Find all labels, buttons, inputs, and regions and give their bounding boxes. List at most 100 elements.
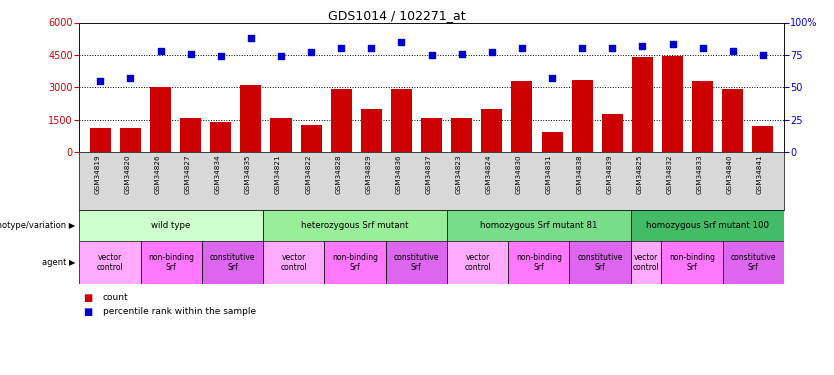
Point <box>636 43 649 49</box>
Bar <box>631 210 784 241</box>
Point <box>425 52 438 58</box>
Text: GSM34823: GSM34823 <box>455 154 462 194</box>
Bar <box>202 241 263 284</box>
Bar <box>541 132 563 152</box>
Point <box>726 48 740 54</box>
Text: GSM34832: GSM34832 <box>666 154 672 194</box>
Text: homozygous Srf mutant 100: homozygous Srf mutant 100 <box>646 221 769 230</box>
Point <box>123 75 137 81</box>
Bar <box>140 241 202 284</box>
Text: count: count <box>103 293 128 302</box>
Bar <box>361 109 382 152</box>
Point <box>184 51 198 57</box>
Bar <box>300 125 322 152</box>
Text: ■: ■ <box>83 307 93 317</box>
Text: GSM34836: GSM34836 <box>395 154 401 194</box>
Text: ■: ■ <box>83 293 93 303</box>
Text: non-binding
Srf: non-binding Srf <box>148 253 194 272</box>
Bar <box>331 89 352 152</box>
Bar <box>263 210 447 241</box>
Bar <box>79 210 263 241</box>
Bar <box>270 118 292 152</box>
Point <box>605 45 619 51</box>
Text: GSM34841: GSM34841 <box>757 154 763 194</box>
Bar <box>447 241 508 284</box>
Bar <box>508 241 570 284</box>
Bar <box>570 241 631 284</box>
Bar <box>481 109 502 152</box>
Text: heterozygous Srf mutant: heterozygous Srf mutant <box>301 221 409 230</box>
Point <box>545 75 559 81</box>
Bar <box>79 241 140 284</box>
Bar <box>180 118 201 152</box>
Text: homozygous Srf mutant 81: homozygous Srf mutant 81 <box>480 221 598 230</box>
Point <box>666 42 679 48</box>
Text: non-binding
Srf: non-binding Srf <box>332 253 378 272</box>
Text: constitutive
Srf: constitutive Srf <box>394 253 439 272</box>
Point <box>575 45 589 51</box>
Bar <box>722 89 743 152</box>
Bar <box>631 241 661 284</box>
Text: non-binding
Srf: non-binding Srf <box>516 253 562 272</box>
Text: non-binding
Srf: non-binding Srf <box>669 253 715 272</box>
Text: constitutive
Srf: constitutive Srf <box>209 253 255 272</box>
Bar <box>120 128 141 152</box>
Text: GSM34820: GSM34820 <box>124 154 130 194</box>
Text: GSM34837: GSM34837 <box>425 154 432 194</box>
Point <box>394 39 408 45</box>
Bar <box>421 118 442 152</box>
Point <box>696 45 709 51</box>
Text: GSM34822: GSM34822 <box>305 154 311 194</box>
Text: GSM34835: GSM34835 <box>245 154 251 194</box>
Point <box>274 53 288 59</box>
Point <box>304 49 318 55</box>
Bar <box>451 118 472 152</box>
Text: GSM34829: GSM34829 <box>365 154 371 194</box>
Bar <box>662 56 683 152</box>
Point <box>364 45 378 51</box>
Point <box>334 45 348 51</box>
Text: wild type: wild type <box>152 221 191 230</box>
Text: GSM34825: GSM34825 <box>636 154 642 194</box>
Text: GSM34834: GSM34834 <box>215 154 221 194</box>
Bar <box>447 210 631 241</box>
Bar <box>385 241 447 284</box>
Bar <box>692 81 713 152</box>
Text: constitutive
Srf: constitutive Srf <box>577 253 623 272</box>
Text: GSM34833: GSM34833 <box>696 154 702 194</box>
Text: vector
control: vector control <box>465 253 491 272</box>
Text: GSM34821: GSM34821 <box>275 154 281 194</box>
Text: GSM34819: GSM34819 <box>94 154 100 194</box>
Bar <box>752 126 773 152</box>
Point <box>756 52 770 58</box>
Text: GSM34831: GSM34831 <box>546 154 552 194</box>
Bar <box>391 89 412 152</box>
Text: GSM34828: GSM34828 <box>335 154 341 194</box>
Bar <box>632 57 653 152</box>
Text: constitutive
Srf: constitutive Srf <box>731 253 776 272</box>
Bar <box>210 122 231 152</box>
Bar <box>511 81 532 152</box>
Bar <box>150 87 171 152</box>
Text: GSM34839: GSM34839 <box>606 154 612 194</box>
Point <box>485 49 499 55</box>
Text: vector
control: vector control <box>97 253 123 272</box>
Text: GDS1014 / 102271_at: GDS1014 / 102271_at <box>328 9 465 22</box>
Bar <box>661 241 723 284</box>
Text: percentile rank within the sample: percentile rank within the sample <box>103 308 256 316</box>
Text: GSM34827: GSM34827 <box>184 154 191 194</box>
Text: vector
control: vector control <box>280 253 307 272</box>
Bar <box>602 114 623 152</box>
Bar <box>90 128 111 152</box>
Point <box>153 48 167 54</box>
Point <box>214 53 228 59</box>
Bar <box>723 241 784 284</box>
Text: agent ▶: agent ▶ <box>42 258 75 267</box>
Bar <box>324 241 385 284</box>
Text: GSM34840: GSM34840 <box>726 154 733 194</box>
Text: GSM34826: GSM34826 <box>154 154 160 194</box>
Point <box>93 78 107 84</box>
Bar <box>240 85 261 152</box>
Text: genotype/variation ▶: genotype/variation ▶ <box>0 221 75 230</box>
Text: GSM34824: GSM34824 <box>486 154 492 194</box>
